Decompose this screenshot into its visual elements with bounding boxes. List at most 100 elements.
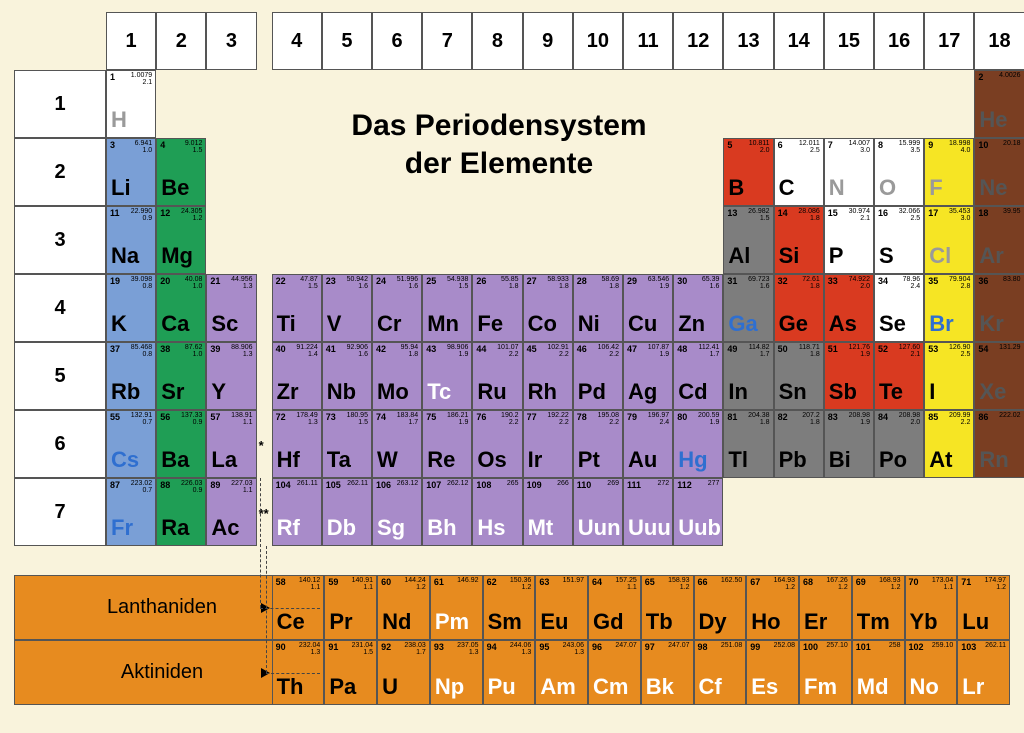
element-Ti: 2247.871.5Ti xyxy=(272,274,322,342)
atomic-mass: 227.031.1 xyxy=(231,480,252,494)
atomic-mass: 186.211.9 xyxy=(447,412,468,426)
element-symbol: Hg xyxy=(678,447,707,473)
atomic-number: 87 xyxy=(110,480,120,490)
element-Tl: 81204.381.8Tl xyxy=(723,410,773,478)
element-symbol: Er xyxy=(804,609,827,635)
element-Be: 49.0121.5Be xyxy=(156,138,206,206)
group-header-8: 8 xyxy=(472,12,522,70)
period-number: 6 xyxy=(54,433,65,456)
atomic-number: 102 xyxy=(909,642,924,652)
atomic-mass: 132.910.7 xyxy=(131,412,152,426)
atomic-mass: 72.611.8 xyxy=(802,276,820,290)
atomic-number: 42 xyxy=(376,344,386,354)
element-symbol: Cr xyxy=(377,311,401,337)
element-Bi: 83208.981.9Bi xyxy=(824,410,874,478)
element-Ba: 56137.330.9Ba xyxy=(156,410,206,478)
atomic-mass: 79.9042.8 xyxy=(949,276,970,290)
atomic-number: 73 xyxy=(326,412,336,422)
atomic-mass: 269 xyxy=(607,480,619,487)
group-number: 12 xyxy=(687,30,709,53)
period-number: 3 xyxy=(54,229,65,252)
element-Am: 95243.061.3Am xyxy=(535,640,588,705)
atomic-mass: 261.11 xyxy=(297,480,318,487)
atomic-mass: 178.491.3 xyxy=(296,412,317,426)
element-Zr: 4091.2241.4Zr xyxy=(272,342,322,410)
atomic-mass: 204.381.8 xyxy=(748,412,769,426)
element-Ca: 2040.081.0Ca xyxy=(156,274,206,342)
element-Na: 1122.9900.9Na xyxy=(106,206,156,274)
element-Pm: 61146.92Pm xyxy=(430,575,483,640)
element-Cl: 1735.4533.0Cl xyxy=(924,206,974,274)
element-symbol: He xyxy=(979,107,1007,133)
group-header-10: 10 xyxy=(573,12,623,70)
element-Ra: 88226.030.9Ra xyxy=(156,478,206,546)
element-Fr: 87223.020.7Fr xyxy=(106,478,156,546)
element-symbol: Na xyxy=(111,243,139,269)
atomic-number: 26 xyxy=(476,276,486,286)
element-symbol: Hs xyxy=(477,515,505,541)
element-symbol: H xyxy=(111,107,127,133)
atomic-number: 54 xyxy=(978,344,988,354)
element-symbol: Li xyxy=(111,175,131,201)
atomic-number: 62 xyxy=(487,577,497,587)
element-In: 49114.821.7In xyxy=(723,342,773,410)
atomic-mass: 263.12 xyxy=(397,480,418,487)
element-Xe: 54 131.29 Xe xyxy=(974,342,1024,410)
element-Br: 3579.9042.8Br xyxy=(924,274,974,342)
atomic-mass: 78.962.4 xyxy=(903,276,921,290)
atomic-number: 36 xyxy=(978,276,988,286)
atomic-mass: 40.081.0 xyxy=(185,276,203,290)
element-symbol: Sm xyxy=(488,609,522,635)
element-symbol: Re xyxy=(427,447,455,473)
atomic-number: 60 xyxy=(381,577,391,587)
atomic-number: 96 xyxy=(592,642,602,652)
element-symbol: Cu xyxy=(628,311,657,337)
atomic-mass: 32.0662.5 xyxy=(899,208,920,222)
element-symbol: I xyxy=(929,379,935,405)
atomic-mass: 91.2241.4 xyxy=(296,344,317,358)
atomic-number: 71 xyxy=(961,577,971,587)
atomic-mass: 266 xyxy=(557,480,569,487)
element-symbol: Np xyxy=(435,674,464,700)
element-symbol: Cd xyxy=(678,379,707,405)
element-Cf: 98251.08Cf xyxy=(694,640,747,705)
element-Sg: 106263.12Sg xyxy=(372,478,422,546)
element-K: 1939.0980.8K xyxy=(106,274,156,342)
element-symbol: Ru xyxy=(477,379,506,405)
group-number: 16 xyxy=(888,30,910,53)
element-Te: 52127.602.1Te xyxy=(874,342,924,410)
atomic-mass: 106.422.2 xyxy=(598,344,619,358)
element-P: 1530.9742.1P xyxy=(824,206,874,274)
element-F: 918.9984.0F xyxy=(924,138,974,206)
atomic-mass: 69.7231.6 xyxy=(748,276,769,290)
atomic-mass: 55.851.8 xyxy=(501,276,519,290)
element-symbol: K xyxy=(111,311,127,337)
atomic-mass: 131.29 xyxy=(999,344,1020,351)
atomic-mass: 259.10 xyxy=(932,642,953,649)
atomic-mass: 208.981.9 xyxy=(849,412,870,426)
group-number: 4 xyxy=(291,30,302,53)
element-Es: 99252.08Es xyxy=(746,640,799,705)
group-number: 14 xyxy=(788,30,810,53)
element-Ac: 89227.031.1Ac xyxy=(206,478,256,546)
main-grid: 123456789101112131415161718123456711.007… xyxy=(14,12,1010,552)
element-symbol: Sg xyxy=(377,515,405,541)
atomic-mass: 162.50 xyxy=(721,577,742,584)
element-symbol: Lr xyxy=(962,674,984,700)
atomic-number: 69 xyxy=(856,577,866,587)
group-header-3: 3 xyxy=(206,12,256,70)
element-Hs: 108265Hs xyxy=(472,478,522,546)
atomic-number: 79 xyxy=(627,412,637,422)
element-symbol: Xe xyxy=(979,379,1006,405)
atomic-mass: 28.0861.8 xyxy=(798,208,819,222)
atomic-number: 86 xyxy=(978,412,988,422)
element-Uuu: 111272Uuu xyxy=(623,478,673,546)
atomic-mass: 238.031.7 xyxy=(404,642,425,656)
atomic-number: 50 xyxy=(778,344,788,354)
element-symbol: Hf xyxy=(277,447,300,473)
atomic-mass: 12.0112.5 xyxy=(799,140,820,154)
element-At: 85209.992.2At xyxy=(924,410,974,478)
atomic-number: 105 xyxy=(326,480,341,490)
element-W: 74183.841.7W xyxy=(372,410,422,478)
atomic-number: 45 xyxy=(527,344,537,354)
